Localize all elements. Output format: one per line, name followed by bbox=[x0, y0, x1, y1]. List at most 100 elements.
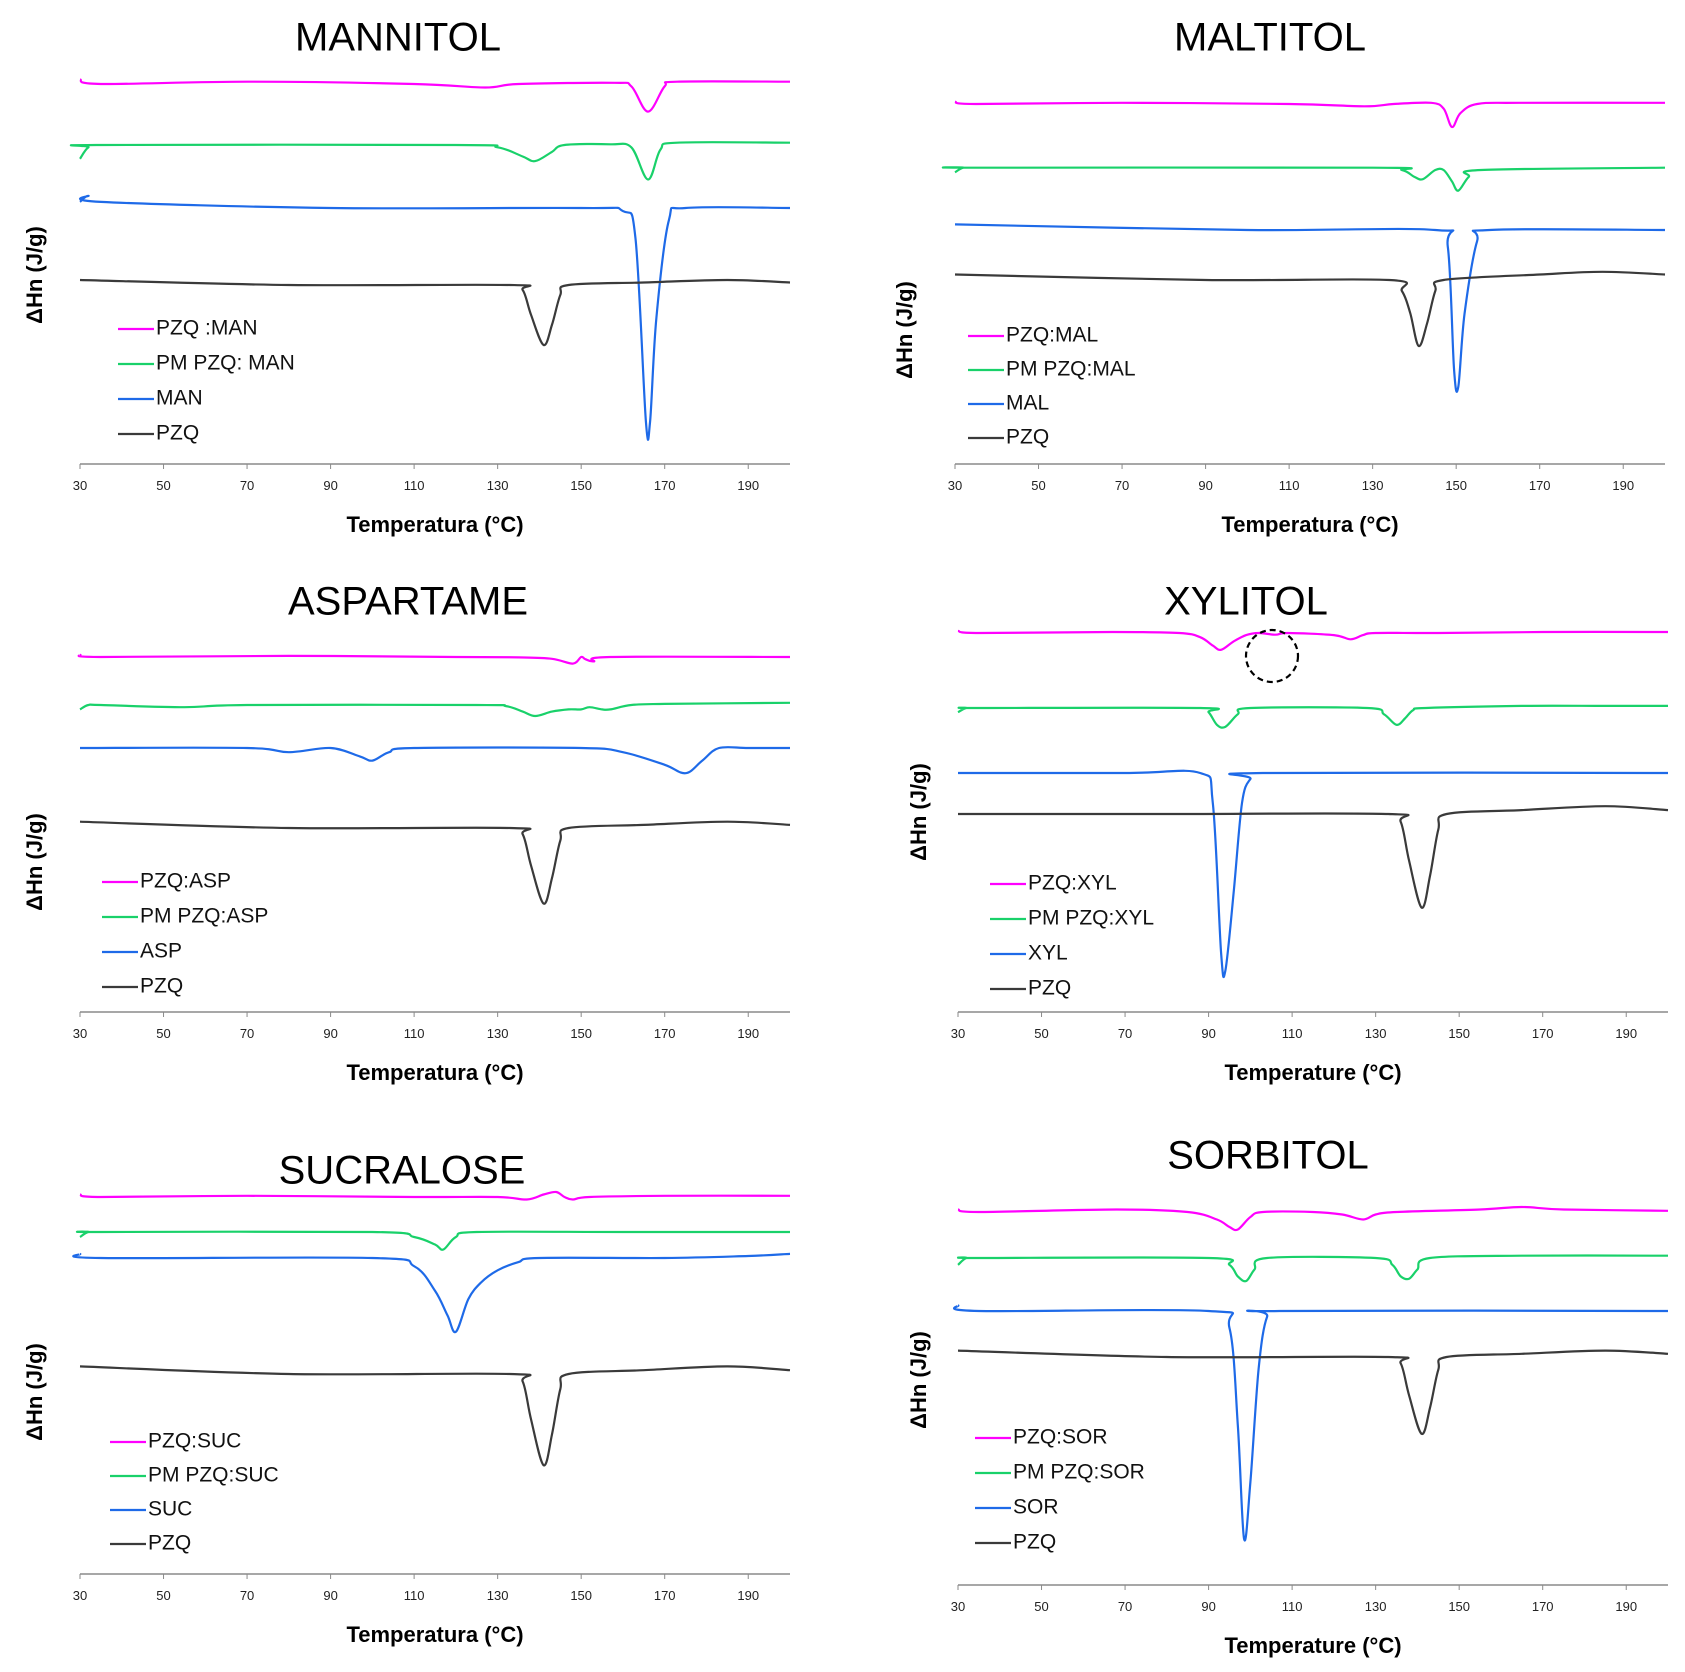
x-tick-label: 30 bbox=[951, 1026, 965, 1041]
x-tick-label: 150 bbox=[570, 478, 592, 493]
x-tick-label: 130 bbox=[487, 1026, 509, 1041]
legend-label: PZQ:MAL bbox=[1006, 324, 1098, 347]
y-axis-label: ΔHn (J/g) bbox=[22, 813, 47, 911]
legend-label: PM PZQ:ASP bbox=[140, 905, 268, 928]
x-tick-label: 30 bbox=[951, 1599, 965, 1614]
series-line-pm-pzq-asp bbox=[79, 701, 791, 718]
series-line-pzq bbox=[79, 278, 791, 347]
legend-label: PZQ bbox=[148, 1532, 191, 1555]
x-tick-label: 190 bbox=[1615, 1026, 1637, 1041]
x-tick-label: 110 bbox=[1282, 1026, 1303, 1041]
series-line-pm-pzq-suc bbox=[75, 1230, 790, 1251]
chart-title: XYLITOL bbox=[1164, 580, 1328, 624]
series-line-pzq-sor bbox=[957, 1205, 1669, 1232]
x-tick-label: 170 bbox=[1529, 478, 1551, 493]
x-tick-label: 70 bbox=[1118, 1599, 1132, 1614]
legend-label: PZQ :MAN bbox=[156, 317, 258, 340]
x-tick-label: 170 bbox=[654, 1588, 676, 1603]
series-line-pzq bbox=[957, 805, 1669, 909]
series-line-sor bbox=[953, 1304, 1669, 1542]
x-tick-label: 130 bbox=[1362, 478, 1384, 493]
x-tick-label: 70 bbox=[240, 478, 254, 493]
chart-title: SORBITOL bbox=[1167, 1134, 1369, 1178]
x-axis-label: Temperatura (°C) bbox=[346, 512, 523, 537]
legend-label: PM PZQ:XYL bbox=[1028, 907, 1154, 930]
x-tick-label: 90 bbox=[323, 1588, 337, 1603]
legend-label: PZQ:SUC bbox=[148, 1430, 241, 1453]
series-line-pzq bbox=[79, 1365, 791, 1467]
chart-title: MANNITOL bbox=[295, 16, 501, 60]
x-tick-label: 110 bbox=[404, 1026, 425, 1041]
legend-label: SOR bbox=[1013, 1496, 1059, 1519]
y-axis-label: ΔHn (J/g) bbox=[906, 1331, 931, 1429]
series-line-pzq-xyl bbox=[957, 629, 1669, 652]
x-tick-label: 150 bbox=[570, 1588, 592, 1603]
x-axis-label: Temperatura (°C) bbox=[1221, 512, 1398, 537]
chart-panel-0: MANNITOL ΔHn (J/g) 30 50 70 90 110 130 150 170 190… bbox=[22, 16, 791, 537]
chart-title: MALTITOL bbox=[1174, 16, 1366, 60]
series-line-man bbox=[79, 194, 791, 441]
x-tick-label: 50 bbox=[1031, 478, 1045, 493]
legend-label: PM PZQ:MAL bbox=[1006, 358, 1136, 381]
legend-label: PZQ bbox=[1028, 977, 1071, 1000]
legend-label: XYL bbox=[1028, 942, 1068, 965]
x-tick-label: 130 bbox=[487, 1588, 509, 1603]
x-tick-label: 70 bbox=[1118, 1026, 1132, 1041]
dashed-circle-icon bbox=[1244, 628, 1300, 684]
series-line-xyl bbox=[958, 769, 1669, 979]
x-tick-label: 170 bbox=[1532, 1599, 1554, 1614]
legend-label: PZQ:SOR bbox=[1013, 1426, 1108, 1449]
legend-label: PZQ:XYL bbox=[1028, 872, 1117, 895]
x-axis-label: Temperatura (°C) bbox=[346, 1622, 523, 1647]
x-tick-label: 90 bbox=[1201, 1599, 1215, 1614]
x-tick-label: 150 bbox=[1445, 478, 1467, 493]
y-axis-label: ΔHn (J/g) bbox=[22, 226, 47, 324]
x-tick-label: 150 bbox=[570, 1026, 592, 1041]
x-tick-label: 70 bbox=[240, 1026, 254, 1041]
x-tick-label: 70 bbox=[1115, 478, 1129, 493]
legend-label: PM PZQ:SUC bbox=[148, 1464, 279, 1487]
series-line-pzq-man bbox=[79, 78, 791, 113]
x-tick-label: 170 bbox=[654, 1026, 676, 1041]
chart-title: ASPARTAME bbox=[288, 580, 528, 624]
series-line-pzq-asp bbox=[77, 653, 791, 665]
x-tick-label: 90 bbox=[323, 1026, 337, 1041]
x-tick-label: 170 bbox=[654, 478, 676, 493]
series-line-pzq-suc bbox=[79, 1190, 791, 1201]
x-tick-label: 90 bbox=[323, 478, 337, 493]
series-line-mal bbox=[954, 223, 1666, 393]
x-tick-label: 70 bbox=[240, 1588, 254, 1603]
legend-label: PZQ bbox=[1006, 426, 1049, 449]
x-tick-label: 190 bbox=[737, 1588, 759, 1603]
chart-title: SUCRALOSE bbox=[279, 1149, 526, 1193]
legend-label: PZQ bbox=[156, 422, 199, 445]
x-tick-label: 110 bbox=[1282, 1599, 1303, 1614]
y-axis-label: ΔHn (J/g) bbox=[892, 281, 917, 379]
x-tick-label: 30 bbox=[73, 1026, 87, 1041]
x-tick-label: 190 bbox=[1612, 478, 1634, 493]
series-line-pzq bbox=[957, 1349, 1669, 1435]
series-line-pzq bbox=[79, 820, 791, 905]
x-tick-label: 130 bbox=[1365, 1026, 1387, 1041]
series-line-pm-pzq-man bbox=[69, 141, 791, 181]
chart-panel-5: SORBITOL ΔHn (J/g) 30 50 70 90 110 130 150 170 190… bbox=[906, 1134, 1669, 1658]
x-axis-label: Temperature (°C) bbox=[1224, 1060, 1401, 1085]
chart-panel-1: MALTITOL ΔHn (J/g) 30 50 70 90 110 130 150 170 190… bbox=[892, 16, 1666, 537]
x-tick-label: 150 bbox=[1448, 1026, 1470, 1041]
x-tick-label: 130 bbox=[487, 478, 509, 493]
x-tick-label: 190 bbox=[1615, 1599, 1637, 1614]
legend-label: SUC bbox=[148, 1498, 192, 1521]
series-line-pzq bbox=[954, 270, 1666, 348]
chart-panel-2: ASPARTAME ΔHn (J/g) 30 50 70 90 110 130 150 170 19… bbox=[22, 580, 791, 1085]
x-tick-label: 110 bbox=[404, 1588, 425, 1603]
x-tick-label: 50 bbox=[156, 1588, 170, 1603]
legend-label: PZQ bbox=[140, 975, 183, 998]
chart-panel-4: SUCRALOSE ΔHn (J/g) 30 50 70 90 110 130 150 170 19… bbox=[22, 1149, 791, 1647]
series-line-pm-pzq-xyl bbox=[957, 704, 1668, 729]
x-tick-label: 190 bbox=[737, 1026, 759, 1041]
y-axis-label: ΔHn (J/g) bbox=[906, 763, 931, 861]
x-tick-label: 90 bbox=[1198, 478, 1212, 493]
x-tick-label: 190 bbox=[737, 478, 759, 493]
series-line-pm-pzq-mal bbox=[942, 166, 1666, 192]
